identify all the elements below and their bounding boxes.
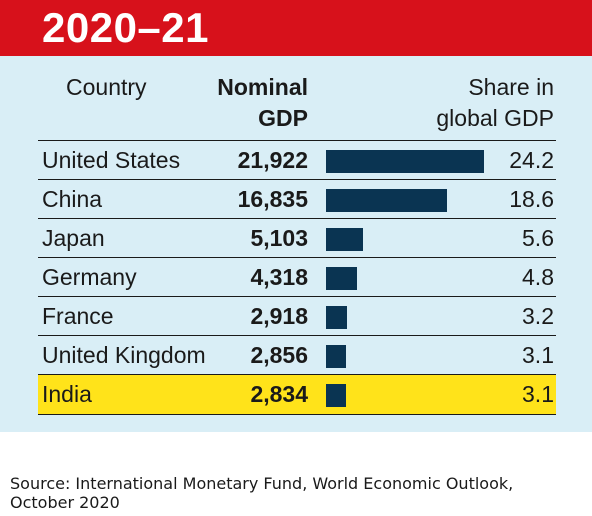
row-divider	[38, 335, 556, 336]
table-row: Germany 4,318 4.8	[38, 258, 556, 297]
column-header-gdp-line1: Nominal	[217, 74, 308, 100]
column-header-share: Share in global GDP	[420, 72, 554, 134]
table-row: France 2,918 3.2	[38, 297, 556, 336]
share-value: 3.1	[522, 381, 554, 407]
country-name: China	[42, 186, 103, 212]
share-value: 18.6	[509, 186, 554, 212]
gdp-value: 21,922	[237, 147, 308, 173]
row-divider	[38, 296, 556, 297]
chart-panel	[0, 56, 592, 432]
share-bar	[326, 306, 347, 329]
column-header-country: Country	[66, 74, 147, 100]
title-bar: 2020–21	[0, 0, 592, 56]
row-divider	[38, 218, 556, 219]
share-value: 4.8	[522, 264, 554, 290]
share-value: 3.1	[522, 342, 554, 368]
column-header-gdp: Nominal GDP	[200, 72, 308, 134]
share-bar	[326, 150, 484, 173]
country-name: France	[42, 303, 114, 329]
chart-title: 2020–21	[42, 4, 210, 51]
row-divider	[38, 140, 556, 141]
country-name: United States	[42, 147, 181, 173]
share-bar	[326, 267, 358, 290]
column-header-share-line1: Share in	[468, 74, 554, 100]
gdp-value: 4,318	[250, 264, 308, 290]
gdp-value: 2,918	[250, 303, 308, 329]
share-value: 3.2	[522, 303, 554, 329]
column-header-gdp-line2: GDP	[258, 105, 308, 131]
table-row: Japan 5,103 5.6	[38, 219, 556, 258]
table-row: United States 21,922 24.2	[38, 141, 556, 180]
country-name: United Kingdom	[42, 342, 206, 368]
gdp-value: 16,835	[237, 186, 308, 212]
gdp-value: 5,103	[250, 225, 308, 251]
row-divider	[38, 374, 556, 375]
table-row: United Kingdom 2,856 3.1	[38, 336, 556, 375]
share-value: 24.2	[509, 147, 554, 173]
share-bar	[326, 189, 448, 212]
row-divider	[38, 257, 556, 258]
country-name: India	[42, 381, 92, 407]
table-row: China 16,835 18.6	[38, 180, 556, 219]
share-bar	[326, 384, 347, 407]
country-name: Japan	[42, 225, 105, 251]
source-note: Source: International Monetary Fund, Wor…	[10, 474, 514, 512]
table-row: India 2,834 3.1	[38, 375, 556, 414]
share-bar	[326, 228, 363, 251]
column-header-share-line2: global GDP	[436, 105, 554, 131]
share-bar	[326, 345, 347, 368]
gdp-value: 2,834	[250, 381, 308, 407]
row-divider	[38, 179, 556, 180]
gdp-value: 2,856	[250, 342, 308, 368]
share-value: 5.6	[522, 225, 554, 251]
row-divider	[38, 414, 556, 415]
country-name: Germany	[42, 264, 137, 290]
